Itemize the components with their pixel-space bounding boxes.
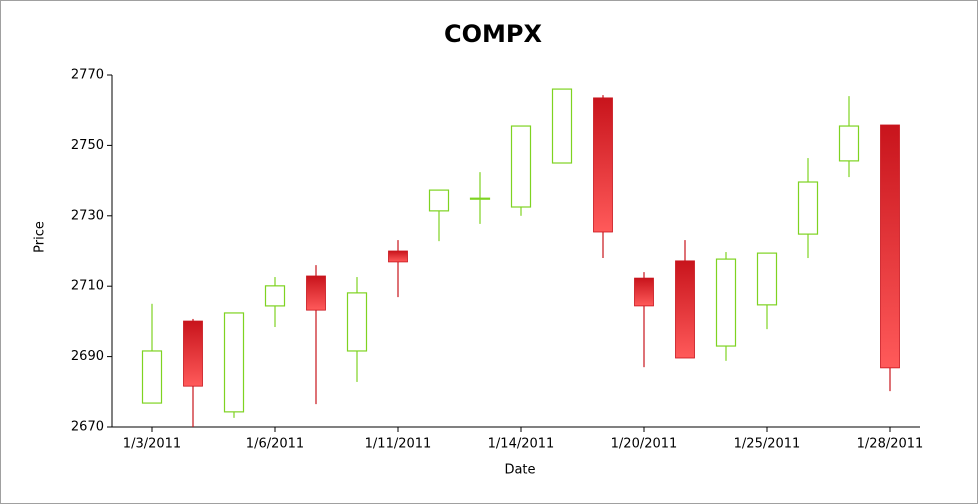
candle-body	[510, 125, 532, 208]
y-tick-label: 2770	[71, 68, 104, 83]
x-tick-label: 1/25/2011	[734, 437, 801, 452]
candle-body	[264, 285, 286, 307]
x-tick-label: 1/20/2011	[611, 437, 678, 452]
x-tick-label: 1/3/2011	[123, 437, 181, 452]
candle-body	[551, 88, 573, 164]
candle-body	[715, 258, 737, 347]
candle-body	[880, 124, 900, 369]
candle-body	[223, 312, 245, 413]
candle-body	[593, 97, 613, 233]
x-axis-label: Date	[504, 463, 535, 478]
x-tick-label: 1/28/2011	[857, 437, 924, 452]
candle-body	[388, 250, 408, 263]
y-tick-label: 2710	[71, 279, 104, 294]
x-tick-label: 1/11/2011	[365, 437, 432, 452]
candle-body	[634, 277, 654, 307]
x-tick-label: 1/14/2011	[488, 437, 555, 452]
candle-body	[838, 125, 860, 162]
candle-body	[797, 181, 819, 235]
y-axis-label: Price	[33, 221, 48, 253]
y-tick-label: 2670	[71, 420, 104, 435]
y-tick-label: 2750	[71, 138, 104, 153]
candle-body	[346, 292, 368, 352]
candle-body	[675, 260, 695, 359]
y-tick-label: 2690	[71, 349, 104, 364]
candle-body	[469, 197, 491, 200]
chart-title: COMPX	[444, 20, 542, 48]
candle-body	[428, 189, 450, 212]
candle-body	[141, 350, 163, 404]
candle-body	[756, 252, 778, 306]
candle-body	[306, 275, 326, 311]
y-tick-label: 2730	[71, 208, 104, 223]
candle-body	[183, 320, 203, 387]
x-tick-label: 1/6/2011	[246, 437, 304, 452]
